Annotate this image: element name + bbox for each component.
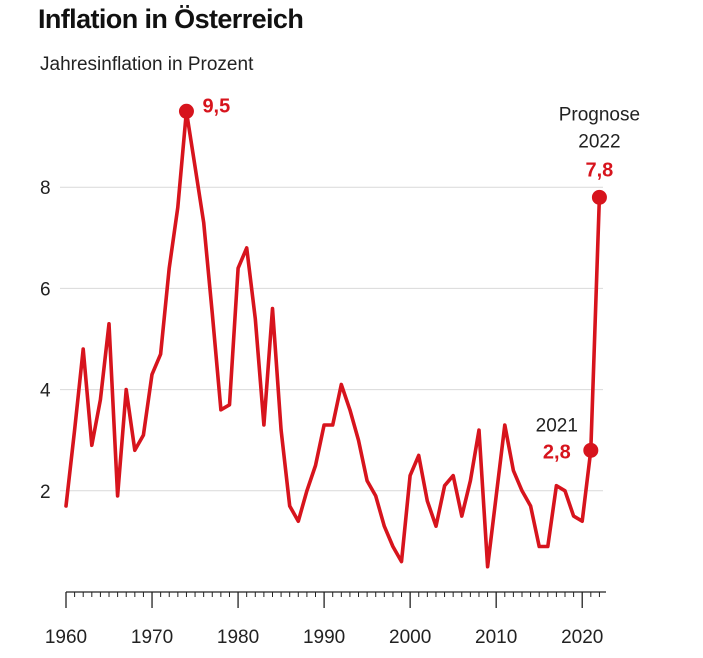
series-line-0: [64, 109, 602, 569]
y-tick-label-8: 8: [40, 178, 51, 199]
series-group: [64, 109, 602, 569]
caption-2022: 2022: [578, 131, 620, 152]
peak-marker: [178, 103, 194, 119]
x-tick-label-2000: 2000: [389, 627, 431, 648]
marker-2022: [591, 189, 607, 205]
label-2022: 7,8: [586, 159, 614, 181]
label-2021: 2,8: [543, 441, 571, 463]
y-tick-label-4: 4: [40, 381, 51, 402]
x-tick-label-1970: 1970: [131, 627, 173, 648]
peak-label: 9,5: [202, 95, 230, 117]
caption-2021: 2021: [536, 415, 578, 436]
grid-lines: [60, 186, 603, 492]
y-axis: 2 4 6 8: [40, 178, 51, 503]
x-tick-label-2020: 2020: [561, 627, 603, 648]
annotations: 9,5 2021 2,8 Prognose 2022 7,8: [178, 95, 640, 463]
chart-title: Inflation in Österreich: [38, 4, 304, 34]
x-tick-label-1980: 1980: [217, 627, 259, 648]
x-axis: 1960 1970 1980 1990 2000 2010 2020: [45, 591, 606, 648]
y-tick-label-6: 6: [40, 279, 51, 300]
x-tick-label-2010: 2010: [475, 627, 517, 648]
marker-2021: [583, 442, 599, 458]
x-tick-label-1990: 1990: [303, 627, 345, 648]
y-tick-label-2: 2: [40, 482, 51, 503]
caption-prognose: Prognose: [559, 104, 640, 125]
chart-subtitle: Jahresinflation in Prozent: [40, 54, 254, 75]
x-tick-label-1960: 1960: [45, 627, 87, 648]
